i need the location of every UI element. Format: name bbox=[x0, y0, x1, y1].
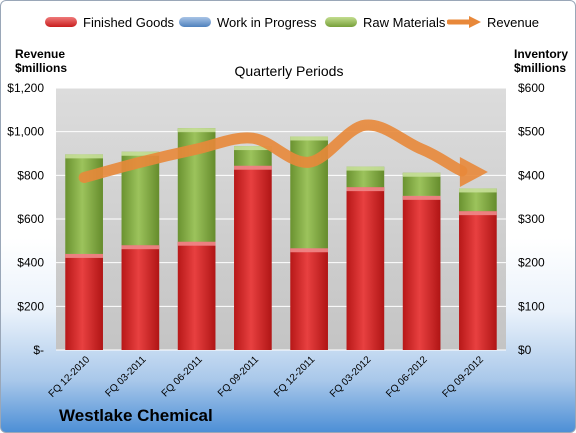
bar-cap-raw-materials bbox=[290, 136, 328, 141]
legend-label-revenue: Revenue bbox=[487, 14, 540, 30]
bar-finished-goods bbox=[177, 241, 216, 350]
left-axis-tick-label: $1,000 bbox=[7, 125, 44, 139]
right-axis-tick-label: $100 bbox=[518, 299, 545, 313]
x-axis-tick-label: FQ 12-2011 bbox=[272, 354, 317, 399]
company-name: Westlake Chemical bbox=[59, 406, 213, 425]
revenue-arrow-icon bbox=[447, 16, 481, 28]
legend-item-work-in-progress: Work in Progress bbox=[179, 13, 316, 31]
x-axis-tick-label: FQ 03-2011 bbox=[104, 354, 149, 399]
bar-cap-raw-materials bbox=[234, 146, 272, 151]
right-axis-title-line1: Inventory bbox=[514, 47, 569, 61]
raw-materials-swatch bbox=[325, 17, 357, 27]
right-axis-title-line2: $millions bbox=[514, 61, 567, 75]
bar-raw-materials bbox=[402, 172, 441, 196]
x-axis-tick-label: FQ 09-2012 bbox=[440, 354, 486, 400]
x-axis-tick-label: FQ 12-2010 bbox=[47, 354, 93, 400]
left-axis-tick-label: $200 bbox=[17, 299, 44, 313]
bar-cap-finished-goods bbox=[234, 165, 272, 170]
legend-item-finished-goods: Finished Goods bbox=[45, 13, 174, 31]
bar-cap-finished-goods bbox=[402, 195, 441, 200]
bar-cap-finished-goods bbox=[290, 248, 328, 253]
revenue-line-group bbox=[78, 119, 488, 187]
bar-cap-raw-materials bbox=[177, 128, 216, 133]
left-axis-tick-label: $- bbox=[33, 343, 44, 357]
bar-cap-raw-materials bbox=[65, 154, 103, 159]
chart-subtitle: Quarterly Periods bbox=[234, 63, 344, 79]
legend-label-raw-materials: Raw Materials bbox=[363, 14, 446, 30]
bar-cap-finished-goods bbox=[346, 187, 385, 192]
right-axis-tick-label: $300 bbox=[518, 212, 545, 226]
bar-finished-goods bbox=[346, 187, 385, 350]
bar-finished-goods bbox=[402, 195, 441, 350]
left-axis-title-line2: $millions bbox=[15, 61, 68, 75]
right-axis-title: Inventory $millions bbox=[514, 47, 568, 75]
bar-cap-raw-materials bbox=[459, 188, 497, 193]
bar-finished-goods bbox=[121, 245, 160, 350]
bar-raw-materials bbox=[346, 166, 385, 188]
left-axis-title: Revenue $millions bbox=[15, 47, 67, 75]
work-in-progress-swatch bbox=[179, 17, 211, 27]
x-axis-tick-label: FQ 06-2012 bbox=[384, 354, 430, 400]
x-axis-tick-label: FQ 09-2011 bbox=[216, 354, 261, 399]
right-axis-tick-label: $400 bbox=[518, 168, 545, 182]
bar-raw-materials bbox=[459, 188, 497, 212]
left-axis-tick-label: $800 bbox=[17, 168, 44, 182]
left-axis-title-line1: Revenue bbox=[15, 47, 66, 61]
bar-finished-goods bbox=[65, 253, 103, 350]
revenue-line bbox=[78, 119, 468, 184]
legend-item-revenue: Revenue bbox=[447, 13, 539, 31]
left-axis-tick-label: $600 bbox=[17, 212, 44, 226]
right-axis-ticks: $0 $100 $200 $300 $400 $500 $600 bbox=[518, 81, 545, 357]
bar-cap-finished-goods bbox=[65, 253, 103, 258]
x-axis-ticks: FQ 12-2010 FQ 03-2011 FQ 06-2011 FQ 09-2011… bbox=[47, 354, 487, 400]
x-axis-tick-label: FQ 03-2012 bbox=[328, 354, 374, 400]
bar-cap-finished-goods bbox=[177, 241, 216, 246]
bar-cap-raw-materials bbox=[402, 172, 441, 177]
left-axis-tick-label: $400 bbox=[17, 256, 44, 270]
bar-cap-raw-materials bbox=[346, 166, 385, 171]
legend-label-finished-goods: Finished Goods bbox=[83, 14, 175, 30]
bar-finished-goods bbox=[290, 248, 328, 350]
right-axis-tick-label: $200 bbox=[518, 256, 545, 270]
bar-cap-raw-materials bbox=[121, 151, 160, 156]
chart-legend: Finished Goods Work in Progress Raw Mate… bbox=[1, 13, 575, 33]
left-axis-tick-label: $1,200 bbox=[7, 81, 44, 95]
right-axis-tick-label: $0 bbox=[518, 343, 532, 357]
left-axis-ticks: $- $200 $400 $600 $800 $1,000 $1,200 bbox=[7, 81, 44, 357]
revenue-arrowhead bbox=[459, 156, 488, 187]
bar-cap-finished-goods bbox=[121, 245, 160, 250]
x-axis-tick-label: FQ 06-2011 bbox=[160, 354, 205, 399]
right-axis-tick-label: $500 bbox=[518, 125, 545, 139]
bar-raw-materials bbox=[234, 146, 272, 166]
bar-finished-goods bbox=[459, 211, 497, 350]
bar-cap-finished-goods bbox=[459, 211, 497, 216]
legend-label-work-in-progress: Work in Progress bbox=[217, 14, 317, 30]
finished-goods-swatch bbox=[45, 17, 77, 27]
bar-finished-goods bbox=[234, 165, 272, 350]
legend-item-raw-materials: Raw Materials bbox=[325, 13, 445, 31]
right-axis-tick-label: $600 bbox=[518, 81, 545, 95]
